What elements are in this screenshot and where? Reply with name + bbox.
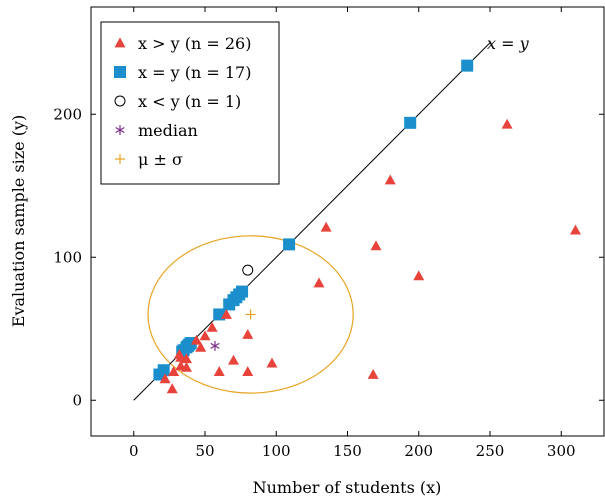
y-tick-label: 0: [72, 391, 82, 409]
reference-line-label: x = y: [487, 34, 530, 53]
square-point: [233, 288, 246, 301]
triangle-point: [159, 373, 171, 384]
square-point: [461, 59, 474, 72]
x-tick-label: 50: [195, 442, 214, 460]
triangle-point: [166, 383, 178, 394]
legend-marker-plus: [115, 154, 125, 164]
asterisk-stroke: [210, 342, 220, 349]
legend-label: x < y (n = 1): [138, 92, 241, 111]
square-point: [181, 339, 194, 352]
triangle-point: [175, 351, 187, 362]
triangle-point: [195, 341, 207, 352]
triangle-point: [367, 369, 379, 379]
circle-point: [242, 264, 254, 276]
x-tick-label: 300: [547, 442, 576, 460]
asterisk-stroke: [115, 126, 125, 134]
legend-marker-circle: [114, 95, 126, 107]
x-axis-ticks: 0 50 100 150 200 250 300: [129, 7, 576, 460]
square-point: [404, 116, 417, 129]
triangle-point: [570, 224, 581, 235]
y-axis-ticks: 0 100 200: [53, 105, 604, 409]
x-tick-label: 100: [262, 442, 291, 460]
triangle-point: [206, 321, 218, 332]
legend-marker-triangle: [114, 37, 126, 48]
y-tick-label: 200: [53, 105, 82, 123]
plus-point: [245, 309, 256, 320]
x-tick-label: 200: [404, 442, 433, 460]
x-axis-title: Number of students (x): [253, 478, 442, 497]
mean-sd-ellipse: [147, 235, 354, 394]
legend-label: median: [138, 121, 198, 140]
y-tick-label: 100: [53, 248, 82, 266]
square-point: [283, 238, 296, 251]
legend-label: x = y (n = 17): [138, 63, 251, 82]
triangle-point: [228, 354, 239, 365]
legend: x > y (n = 26) x = y (n = 17) x < y (n = 1…: [100, 21, 280, 185]
x-tick-label: 0: [129, 442, 139, 460]
triangle-point: [242, 328, 254, 339]
triangle-point: [320, 221, 332, 232]
triangle-point: [501, 118, 513, 129]
mean-sd-ellipse-layer: [147, 235, 354, 394]
triangle-point: [180, 361, 192, 372]
triangle-point: [199, 330, 211, 341]
x-tick-label: 150: [333, 442, 362, 460]
triangle-point: [190, 334, 202, 345]
x-tick-label: 250: [476, 442, 505, 460]
triangle-point: [220, 308, 232, 319]
triangle-point: [242, 366, 254, 377]
square-point: [157, 364, 170, 377]
triangle-point: [313, 277, 325, 288]
triangle-point: [384, 174, 396, 185]
asterisk-point: [210, 340, 220, 351]
data-points-layer: [153, 59, 581, 394]
legend-items: x > y (n = 26) x = y (n = 17) x < y (n = 1…: [114, 34, 251, 169]
y-axis-title: Evaluation sample size (y): [9, 115, 28, 327]
triangle-point: [266, 357, 278, 368]
triangle-point: [370, 240, 382, 251]
legend-label: x > y (n = 26): [138, 34, 251, 53]
legend-marker-square: [114, 66, 126, 78]
triangle-point: [413, 270, 425, 281]
triangle-point: [213, 366, 225, 377]
legend-box: [100, 21, 280, 185]
triangle-point: [168, 366, 180, 377]
legend-marker-asterisk: [115, 125, 125, 135]
legend-label: μ ± σ: [138, 150, 183, 169]
